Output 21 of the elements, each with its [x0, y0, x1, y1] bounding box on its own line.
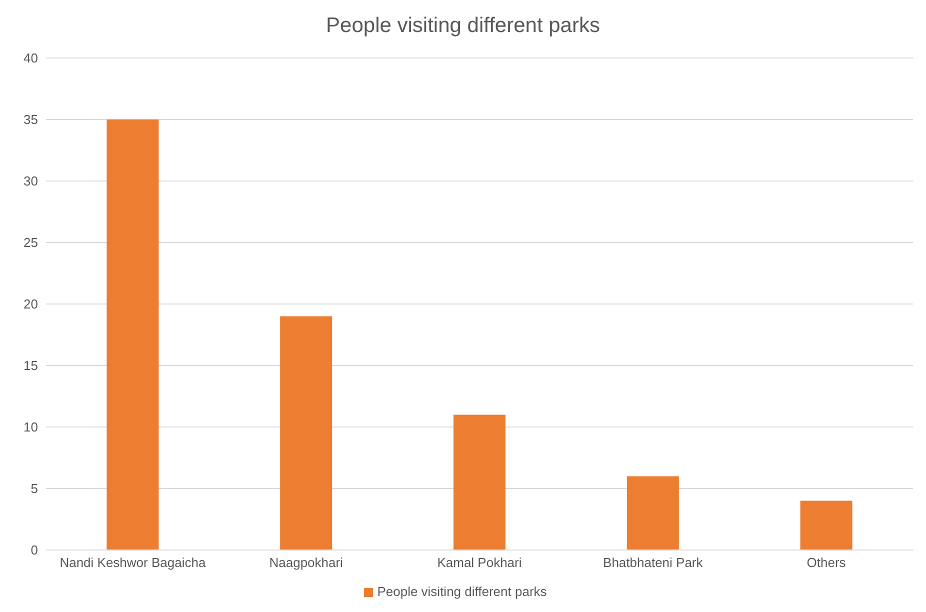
y-tick-label: 40: [24, 50, 38, 66]
bar: [800, 500, 852, 550]
y-tick-label: 5: [30, 481, 38, 496]
y-tick-label: 0: [30, 542, 38, 558]
bar: [106, 120, 159, 550]
y-tick-label: 10: [24, 420, 38, 435]
y-tick-label: 20: [24, 296, 38, 312]
x-tick-label: Kamal Pokhari: [437, 555, 522, 570]
y-tick-label: 15: [24, 358, 38, 374]
x-tick-label: Bhatbhateni Park: [603, 555, 704, 570]
y-tick-label: 30: [24, 174, 38, 189]
bar: [280, 316, 332, 550]
x-tick-label: Naagpokhari: [269, 555, 344, 570]
legend-label: People visiting different parks: [377, 584, 547, 599]
x-tick-label: Nandi Keshwor Bagaicha: [60, 555, 206, 570]
bar: [626, 476, 679, 550]
x-tick-label: Others: [806, 555, 846, 570]
bar: [453, 414, 506, 550]
y-tick-label: 25: [24, 235, 38, 250]
y-tick-label: 35: [24, 112, 38, 128]
chart-title: People visiting different parks: [325, 13, 601, 39]
